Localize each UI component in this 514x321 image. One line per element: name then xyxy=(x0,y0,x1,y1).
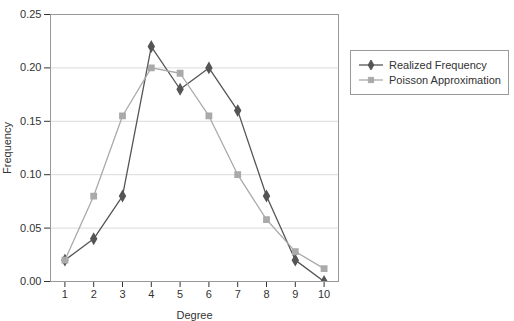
svg-text:3: 3 xyxy=(119,288,125,300)
svg-text:7: 7 xyxy=(235,288,241,300)
svg-text:5: 5 xyxy=(177,288,183,300)
svg-text:8: 8 xyxy=(263,288,269,300)
svg-text:0.00: 0.00 xyxy=(20,275,41,287)
svg-text:10: 10 xyxy=(318,288,330,300)
svg-text:6: 6 xyxy=(206,288,212,300)
svg-text:0.25: 0.25 xyxy=(20,8,41,20)
svg-text:0.10: 0.10 xyxy=(20,168,41,180)
svg-text:Frequency: Frequency xyxy=(1,122,13,174)
svg-text:0.15: 0.15 xyxy=(20,115,41,127)
svg-text:0.05: 0.05 xyxy=(20,222,41,234)
svg-text:9: 9 xyxy=(292,288,298,300)
html-text:Poisson Approximation: Poisson Approximation xyxy=(389,74,501,86)
svg-text:1: 1 xyxy=(62,288,68,300)
svg-text:2: 2 xyxy=(91,288,97,300)
svg-text:Degree: Degree xyxy=(176,309,212,321)
html-text:Realized Frequency: Realized Frequency xyxy=(389,59,487,71)
svg-text:0.20: 0.20 xyxy=(20,61,41,73)
svg-text:4: 4 xyxy=(148,288,154,300)
